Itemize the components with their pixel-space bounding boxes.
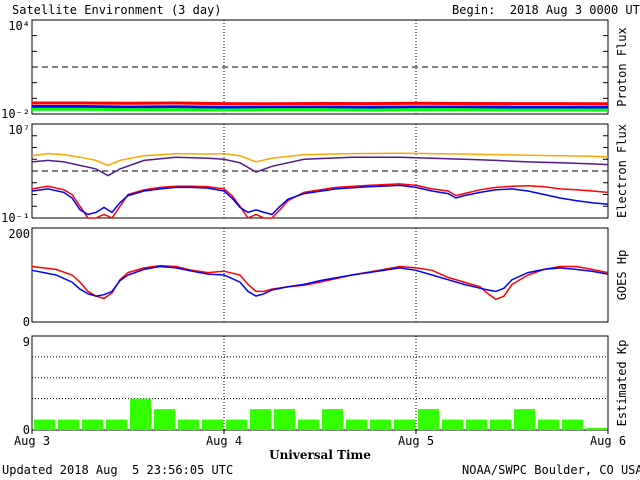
kp-bar <box>514 409 535 430</box>
kp-bar <box>466 419 487 430</box>
x-tick-label: Aug 5 <box>398 434 434 448</box>
electron-series-blue <box>31 184 609 216</box>
kp-bar <box>202 419 223 430</box>
electron-ylabel: Electron Flux <box>615 124 629 218</box>
kp-bar <box>322 409 343 430</box>
kp-bar <box>130 398 151 430</box>
x-tick-label: Aug 3 <box>14 434 50 448</box>
electron-series-purple <box>31 156 609 177</box>
kp-bar <box>34 419 55 430</box>
proton-series-green <box>32 107 608 112</box>
kp-bar <box>418 409 439 430</box>
x-tick-label: Aug 4 <box>206 434 242 448</box>
kp-bar <box>298 419 319 430</box>
electron-ytick-top: 10⁷ <box>8 123 30 137</box>
hp-ytick-bottom: 0 <box>23 315 30 329</box>
kp-bar <box>154 409 175 430</box>
x-tick-label: Aug 6 <box>590 434 626 448</box>
electron-series-orange <box>31 152 609 167</box>
x-axis-label: Universal Time <box>269 448 371 462</box>
hp-panel-frame <box>31 227 609 323</box>
hp-series-blue <box>31 265 609 297</box>
kp-bar <box>442 419 463 430</box>
kp-bar <box>274 409 295 430</box>
kp-bar <box>562 419 583 430</box>
kp-bar <box>586 427 607 430</box>
hp-ytick-top: 200 <box>8 227 30 241</box>
proton-ytick-bottom: 10⁻² <box>1 107 30 121</box>
proton-ytick-top: 10⁴ <box>8 19 30 33</box>
proton-panel-frame <box>31 19 609 115</box>
kp-bar <box>58 419 79 430</box>
kp-ytick-top: 9 <box>23 335 30 349</box>
kp-bar <box>346 419 367 430</box>
kp-bar <box>370 419 391 430</box>
kp-bar <box>178 419 199 430</box>
updated-time: Updated 2018 Aug 5 23:56:05 UTC <box>2 463 234 477</box>
begin-time: Begin: 2018 Aug 3 0000 UTC <box>452 3 640 17</box>
electron-ytick-bottom: 10⁻¹ <box>1 211 30 225</box>
electron-series-red <box>31 183 609 219</box>
kp-ylabel: Estimated Kp <box>615 340 629 427</box>
proton-series-blue <box>32 105 608 109</box>
hp-ylabel: GOES Hp <box>615 250 629 301</box>
kp-bar <box>490 419 511 430</box>
chart-title: Satellite Environment (3 day) <box>12 3 222 17</box>
kp-bar <box>250 409 271 430</box>
kp-bar <box>106 419 127 430</box>
kp-bar <box>538 419 559 430</box>
kp-ytick-bottom: 0 <box>23 423 30 437</box>
kp-bar <box>82 419 103 430</box>
proton-series-red <box>32 101 609 106</box>
credit: NOAA/SWPC Boulder, CO USA <box>462 463 640 477</box>
kp-bar <box>394 419 415 430</box>
proton-ylabel: Proton Flux <box>615 27 629 106</box>
kp-bar <box>226 419 247 430</box>
